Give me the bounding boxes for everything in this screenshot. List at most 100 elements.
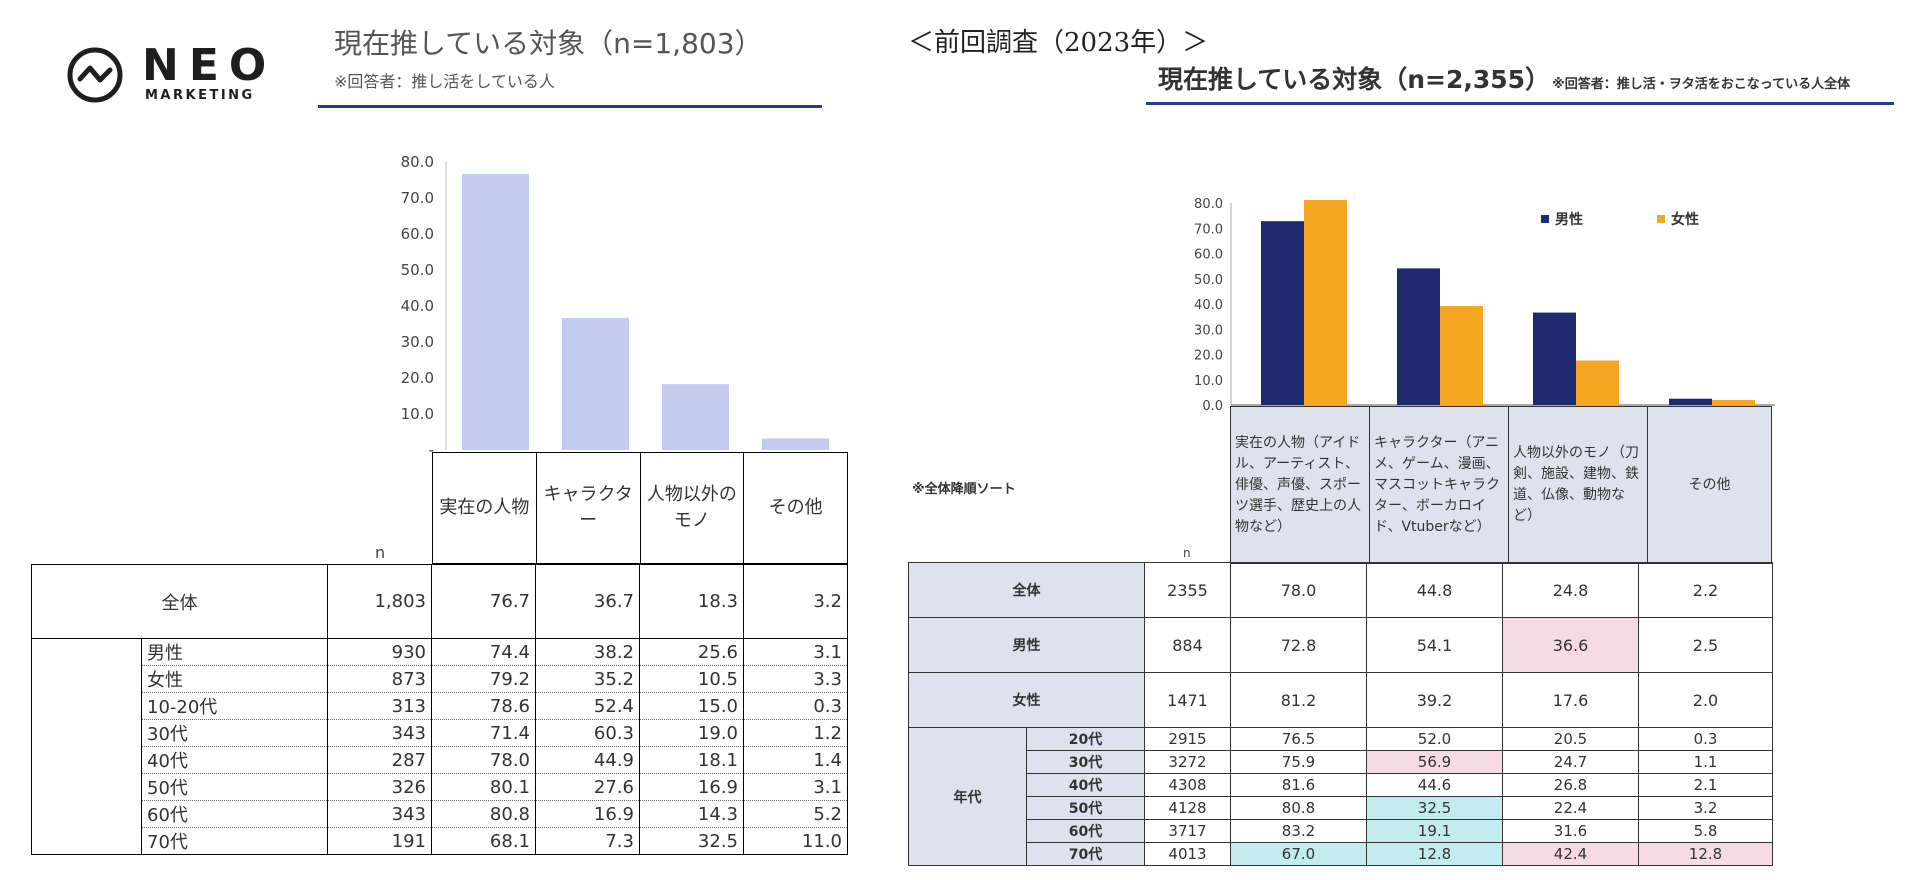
bar-male <box>1261 221 1304 405</box>
y-tick-label: 0.0 <box>1202 399 1223 414</box>
bar-male <box>1397 268 1440 405</box>
value-cell: 39.2 <box>1366 672 1503 728</box>
bar <box>662 384 729 450</box>
y-tick-label: - <box>429 441 434 455</box>
right-data-table: 全体 2355 78.0 44.8 24.8 2.2 男性 884 72.8 54.1 36.6 2.… <box>908 562 1773 866</box>
value-cell: 17.6 <box>1502 672 1639 728</box>
value-cell: 3.1 <box>743 638 848 666</box>
n-cell: 191 <box>327 827 432 855</box>
value-cell: 3.3 <box>743 665 848 693</box>
value-cell: 54.1 <box>1366 617 1503 673</box>
value-cell: 38.2 <box>535 638 640 666</box>
value-cell: 80.8 <box>1230 796 1367 820</box>
value-cell: 78.0 <box>431 746 536 774</box>
y-tick-label: 30.0 <box>401 333 434 351</box>
table-row: 30代 343 71.4 60.3 19.0 1.2 <box>32 719 848 747</box>
value-cell: 72.8 <box>1230 617 1367 673</box>
right-chart-title: 現在推している対象（n=2,355） ※回答者：推し活・ヲタ活をおこなっている人全… <box>1158 60 1850 96</box>
n-cell: 287 <box>327 746 432 774</box>
right-respondent-note: ※回答者：推し活・ヲタ活をおこなっている人全体 <box>1552 77 1851 92</box>
row-label: 50代 <box>141 773 328 801</box>
value-cell: 75.9 <box>1230 750 1367 774</box>
n-cell: 930 <box>327 638 432 666</box>
value-cell: 74.4 <box>431 638 536 666</box>
value-cell: 60.3 <box>535 719 640 747</box>
y-tick-label: 50.0 <box>1194 273 1223 288</box>
value-cell: 78.0 <box>1230 562 1367 618</box>
left-chart-title: 現在推している対象（n=1,803） <box>334 27 763 60</box>
row-label: 10-20代 <box>141 692 328 720</box>
y-tick-label: 50.0 <box>401 261 434 279</box>
value-cell: 15.0 <box>639 692 744 720</box>
right-header-cell: 人物以外のモノ（刀剣、施設、建物、鉄道、仏像、動物など） <box>1508 406 1648 564</box>
value-cell: 44.6 <box>1366 773 1503 797</box>
value-cell: 81.6 <box>1230 773 1367 797</box>
value-cell: 3.1 <box>743 773 848 801</box>
table-row: 40代 4308 81.6 44.6 26.8 2.1 <box>909 773 1773 797</box>
value-cell: 12.8 <box>1366 842 1503 866</box>
legend-swatch <box>1541 215 1549 223</box>
value-cell: 68.1 <box>431 827 536 855</box>
table-row: 男性 930 74.4 38.2 25.6 3.1 <box>31 638 848 855</box>
value-cell: 78.6 <box>431 692 536 720</box>
row-label: 男性 <box>141 638 328 666</box>
bar-female <box>1712 399 1755 405</box>
value-cell: 19.1 <box>1366 819 1503 843</box>
value-cell: 80.8 <box>431 800 536 828</box>
value-cell: 79.2 <box>431 665 536 693</box>
table-row: 女性 1471 81.2 39.2 17.6 2.0 <box>908 672 1773 728</box>
value-cell: 3.2 <box>743 564 848 639</box>
n-cell: 3717 <box>1144 819 1231 843</box>
y-tick-label: 30.0 <box>1194 323 1223 338</box>
logo-subtitle: MARKETING <box>145 88 255 103</box>
value-cell: 76.7 <box>431 564 536 639</box>
table-row: 男性 884 72.8 54.1 36.6 2.5 <box>908 617 1773 673</box>
left-title-rule <box>318 105 822 108</box>
table-row: 全体 1,803 76.7 36.7 18.3 3.2 <box>31 564 848 639</box>
value-cell: 27.6 <box>535 773 640 801</box>
left-data-table: 全体 1,803 76.7 36.7 18.3 3.2 男性 930 74.4 38.… <box>31 564 848 855</box>
value-cell: 5.2 <box>743 800 848 828</box>
sort-note: ※全体降順ソート <box>912 482 1016 497</box>
left-header-cell: その他 <box>743 452 848 564</box>
value-cell: 31.6 <box>1502 819 1639 843</box>
row-label: 全体 <box>31 564 328 639</box>
value-cell: 80.1 <box>431 773 536 801</box>
n-cell: 343 <box>327 719 432 747</box>
value-cell: 2.0 <box>1638 672 1773 728</box>
value-cell: 35.2 <box>535 665 640 693</box>
value-cell: 52.0 <box>1366 727 1503 751</box>
right-title-text: 現在推している対象（n=2,355） <box>1158 65 1551 94</box>
y-tick-label: 10.0 <box>1194 374 1223 389</box>
y-tick-label: 10.0 <box>401 405 434 423</box>
y-tick-label: 70.0 <box>401 189 434 207</box>
right-header-cell: 実在の人物（アイドル、アーティスト、俳優、声優、スポーツ選手、歴史上の人物など） <box>1230 406 1370 564</box>
value-cell: 3.2 <box>1638 796 1773 820</box>
value-cell: 56.9 <box>1366 750 1503 774</box>
left-category-header: 実在の人物 キャラクター 人物以外のモノ その他 <box>432 452 848 564</box>
n-cell: 3272 <box>1144 750 1231 774</box>
value-cell: 10.5 <box>639 665 744 693</box>
row-label: 40代 <box>141 746 328 774</box>
value-cell: 11.0 <box>743 827 848 855</box>
bar <box>762 438 829 450</box>
value-cell: 14.3 <box>639 800 744 828</box>
row-label: 50代 <box>1026 796 1145 820</box>
row-label: 30代 <box>141 719 328 747</box>
value-cell: 19.0 <box>639 719 744 747</box>
n-cell: 884 <box>1144 617 1231 673</box>
value-cell: 1.4 <box>743 746 848 774</box>
legend-label: 女性 <box>1671 211 1699 228</box>
n-cell: 1,803 <box>327 564 432 639</box>
table-row: 30代 3272 75.9 56.9 24.7 1.1 <box>909 750 1773 774</box>
value-cell: 32.5 <box>639 827 744 855</box>
bar-female <box>1576 360 1619 405</box>
table-row: 全体 2355 78.0 44.8 24.8 2.2 <box>908 562 1773 618</box>
n-cell: 4128 <box>1144 796 1231 820</box>
value-cell: 18.3 <box>639 564 744 639</box>
value-cell: 71.4 <box>431 719 536 747</box>
left-bar-chart: 80.0 70.0 60.0 50.0 40.0 30.0 20.0 10.0 - <box>401 153 829 455</box>
table-row: 70代 4013 67.0 12.8 42.4 12.8 <box>909 842 1773 866</box>
y-tick-label: 20.0 <box>1194 349 1223 364</box>
bar-male <box>1669 398 1712 405</box>
